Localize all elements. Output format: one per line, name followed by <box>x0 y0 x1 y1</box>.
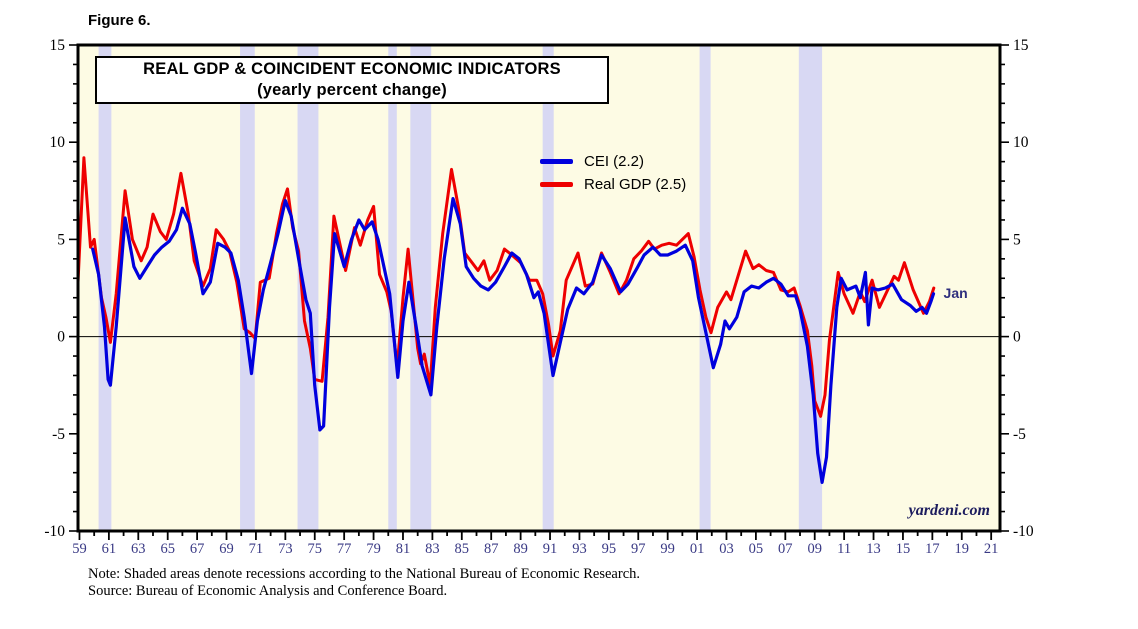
recession-band <box>798 45 823 531</box>
x-axis-label: 75 <box>307 541 322 557</box>
legend-label-cei: CEI (2.2) <box>584 153 645 170</box>
x-axis-label: 63 <box>131 541 146 557</box>
watermark: yardeni.com <box>908 502 990 519</box>
x-axis-label: 15 <box>896 541 911 557</box>
y-axis-label-left: -5 <box>52 426 65 443</box>
x-axis-label: 05 <box>749 541 764 557</box>
recession-band <box>410 45 432 531</box>
legend-label-gdp: Real GDP (2.5) <box>584 176 687 193</box>
source-line: Source: Bureau of Economic Analysis and … <box>88 582 448 599</box>
y-axis-label-right: 10 <box>1013 134 1029 151</box>
recession-band <box>297 45 319 531</box>
y-axis-label-right: 5 <box>1013 231 1021 248</box>
y-axis-label-left: -10 <box>44 523 65 540</box>
x-axis-label: 11 <box>837 541 851 557</box>
x-axis-label: 91 <box>543 541 558 557</box>
x-axis-label: 17 <box>925 541 940 557</box>
recession-band <box>542 45 554 531</box>
y-axis-label-left: 10 <box>50 134 66 151</box>
x-axis-label: 85 <box>455 541 470 557</box>
x-axis-label: 61 <box>102 541 117 557</box>
x-axis-label: 83 <box>425 541 440 557</box>
footnotes: Note: Shaded areas denote recessions acc… <box>88 566 640 599</box>
chart-subtitle: (yearly percent change) <box>257 81 447 99</box>
series-line-cei <box>91 197 936 484</box>
y-axis-label-right: 15 <box>1013 37 1029 54</box>
x-axis-label: 03 <box>719 541 734 557</box>
recession-band <box>240 45 255 531</box>
x-axis-label: 73 <box>278 541 293 557</box>
x-axis-label: 69 <box>219 541 234 557</box>
x-axis-label: 01 <box>690 541 705 557</box>
x-axis-label: 59 <box>72 541 87 557</box>
recession-band <box>388 45 397 531</box>
x-axis-label: 07 <box>778 541 793 557</box>
x-axis-label: 99 <box>660 541 675 557</box>
chart-title: REAL GDP & COINCIDENT ECONOMIC INDICATOR… <box>143 60 561 78</box>
x-axis-label: 95 <box>602 541 617 557</box>
gdp-line-swatch <box>540 182 573 187</box>
x-axis-label: 93 <box>572 541 587 557</box>
legend-row-gdp: Real GDP (2.5) <box>540 173 686 196</box>
x-axis-label: 71 <box>249 541 264 557</box>
y-axis-label-left: 5 <box>57 231 65 248</box>
chart-title-box: REAL GDP & COINCIDENT ECONOMIC INDICATOR… <box>95 56 609 104</box>
last-point-annotation: Jan <box>943 284 968 301</box>
x-axis-label: 97 <box>631 541 646 557</box>
series-line-gdp <box>76 156 936 418</box>
legend: CEI (2.2) Real GDP (2.5) <box>540 150 686 196</box>
x-axis-label: 87 <box>484 541 499 557</box>
y-axis-label-left: 15 <box>50 37 66 54</box>
y-axis-label-right: 0 <box>1013 329 1021 346</box>
x-axis-label: 77 <box>337 541 352 557</box>
y-axis-label-right: -10 <box>1013 523 1034 540</box>
figure-label: Figure 6. <box>88 12 151 29</box>
x-axis-label: 13 <box>866 541 881 557</box>
recession-band <box>98 45 112 531</box>
x-axis-label: 67 <box>190 541 205 557</box>
x-axis-label: 89 <box>513 541 528 557</box>
y-axis-label-left: 0 <box>57 329 65 346</box>
x-axis-label: 21 <box>984 541 999 557</box>
x-axis-label: 79 <box>366 541 381 557</box>
cei-line-swatch <box>540 159 573 164</box>
legend-row-cei: CEI (2.2) <box>540 150 686 173</box>
x-axis-label: 81 <box>396 541 411 557</box>
x-axis-label: 65 <box>160 541 175 557</box>
note-line: Note: Shaded areas denote recessions acc… <box>88 566 641 582</box>
recession-band <box>699 45 711 531</box>
x-axis-label: 19 <box>955 541 970 557</box>
x-axis-label: 09 <box>807 541 822 557</box>
y-axis-label-right: -5 <box>1013 426 1026 443</box>
plot-frame <box>76 43 1002 533</box>
